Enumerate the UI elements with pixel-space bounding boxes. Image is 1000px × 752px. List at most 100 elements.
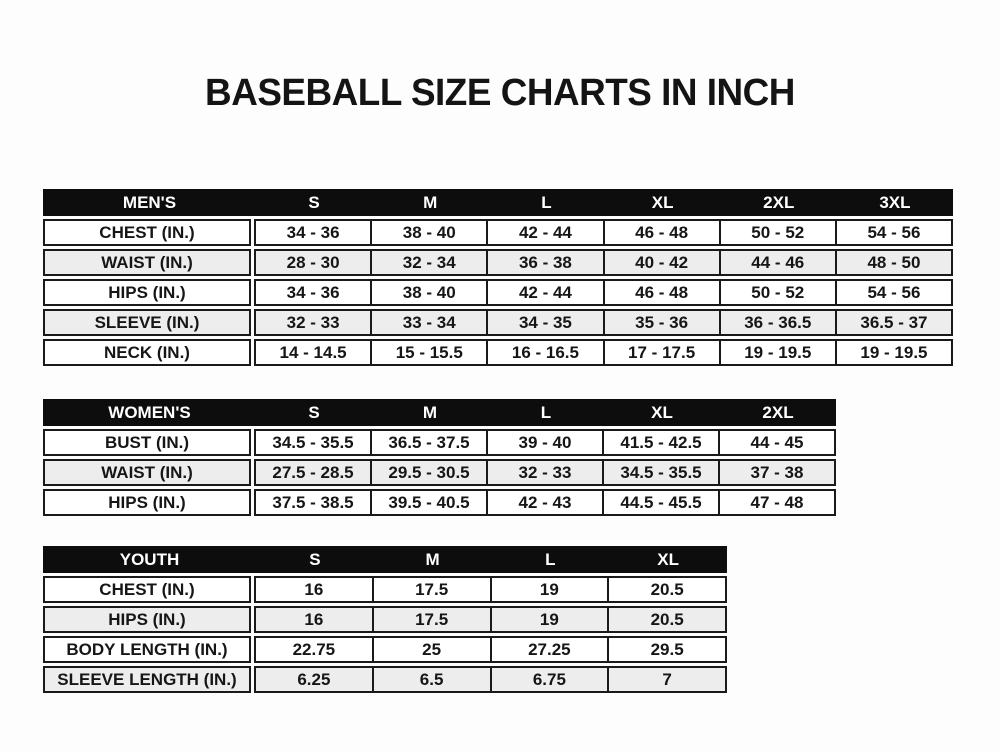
cell-value: 15 - 15.5 [370,341,486,364]
cell-value: 38 - 40 [370,281,486,304]
row-label: BODY LENGTH (IN.) [43,636,251,663]
mens-table-group-label: MEN'S [122,192,177,212]
table-row-hips: HIPS (IN.) 16 17.5 19 20.5 [43,606,727,633]
cell-value: 46 - 48 [602,221,719,244]
cell-value: 29.5 [607,638,725,661]
column-header-2xl: 2XL [762,402,794,422]
cell-value: 28 - 30 [286,252,340,272]
column-header-xl: XL [657,549,679,569]
table-row-bust: BUST (IN.) 34.5 - 35.5 36.5 - 37.5 39 - … [43,429,836,456]
cell-value: 54 - 56 [834,221,951,244]
page-title: BASEBALL SIZE CHARTS IN INCH [205,72,795,114]
row-values: 34 - 36 38 - 40 42 - 44 46 - 48 50 - 52 … [254,279,953,306]
column-header-s: S [309,549,321,569]
cell-value: 42 - 43 [486,491,602,514]
table-row-body-length: BODY LENGTH (IN.) 22.75 25 27.25 29.5 [43,636,727,663]
cell-value: 44 - 45 [718,431,834,454]
column-header-s: S [308,192,320,212]
cell-value: 27.5 - 28.5 [272,462,354,482]
cell-value: 36 - 36.5 [718,311,835,334]
column-header-l: L [545,549,556,569]
cell-value: 50 - 52 [718,281,835,304]
column-header-2xl: 2XL [763,192,795,212]
column-header-m: M [425,549,440,569]
table-row-neck: NECK (IN.) 14 - 14.5 15 - 15.5 16 - 16.5… [43,339,953,366]
table-row-sleeve-length: SLEEVE LENGTH (IN.) 6.25 6.5 6.75 7 [43,666,727,693]
row-values: 27.5 - 28.5 29.5 - 30.5 32 - 33 34.5 - 3… [254,459,836,486]
mens-size-table: MEN'S S M L XL 2XL 3XL CHEST (IN.) 34 - … [43,189,953,366]
table-row-hips: HIPS (IN.) 37.5 - 38.5 39.5 - 40.5 42 - … [43,489,836,516]
cell-value: 37.5 - 38.5 [272,492,354,512]
row-label: CHEST (IN.) [43,219,251,246]
cell-value: 39 - 40 [486,431,602,454]
cell-value: 6.25 [297,669,331,689]
youth-table-group-label: YOUTH [119,549,180,569]
column-header-3xl: 3XL [879,192,911,212]
table-row-hips: HIPS (IN.) 34 - 36 38 - 40 42 - 44 46 - … [43,279,953,306]
cell-value: 38 - 40 [370,221,486,244]
cell-value: 42 - 44 [486,221,602,244]
cell-value: 33 - 34 [370,311,486,334]
cell-value: 16 [304,579,324,599]
column-header-l: L [541,192,552,212]
cell-value: 29.5 - 30.5 [370,461,486,484]
cell-value: 17 - 17.5 [602,341,719,364]
cell-value: 36 - 38 [486,251,602,274]
cell-value: 27.25 [489,638,608,661]
row-values: 32 - 33 33 - 34 34 - 35 35 - 36 36 - 36.… [254,309,953,336]
cell-value: 32 - 33 [286,312,340,332]
table-row-chest: CHEST (IN.) 16 17.5 19 20.5 [43,576,727,603]
cell-value: 54 - 56 [834,281,951,304]
row-label: SLEEVE LENGTH (IN.) [43,666,251,693]
cell-value: 16 - 16.5 [486,341,602,364]
row-values: 34.5 - 35.5 36.5 - 37.5 39 - 40 41.5 - 4… [254,429,836,456]
cell-value: 41.5 - 42.5 [602,431,718,454]
cell-value: 34 - 36 [286,222,340,242]
cell-value: 19 [489,608,608,631]
row-values: 28 - 30 32 - 34 36 - 38 40 - 42 44 - 46 … [254,249,953,276]
youth-table-header-row: YOUTH S M L XL [43,546,727,573]
row-label: CHEST (IN.) [43,576,251,603]
row-label: HIPS (IN.) [43,606,251,633]
row-label: HIPS (IN.) [43,489,251,516]
cell-value: 20.5 [607,608,725,631]
column-header-m: M [422,402,438,422]
cell-value: 17.5 [371,608,490,631]
row-label: NECK (IN.) [43,339,251,366]
table-row-sleeve: SLEEVE (IN.) 32 - 33 33 - 34 34 - 35 35 … [43,309,953,336]
column-header-s: S [308,402,320,422]
cell-value: 32 - 34 [370,251,486,274]
column-header-l: L [540,402,552,422]
cell-value: 32 - 33 [486,461,602,484]
cell-value: 48 - 50 [834,251,951,274]
cell-value: 17.5 [371,578,490,601]
cell-value: 44 - 46 [718,251,835,274]
cell-value: 35 - 36 [602,311,719,334]
cell-value: 19 - 19.5 [834,341,951,364]
table-row-waist: WAIST (IN.) 27.5 - 28.5 29.5 - 30.5 32 -… [43,459,836,486]
row-label: WAIST (IN.) [43,249,251,276]
cell-value: 22.75 [292,639,336,659]
row-label: HIPS (IN.) [43,279,251,306]
row-values: 16 17.5 19 20.5 [254,576,727,603]
cell-value: 50 - 52 [718,221,835,244]
row-label: BUST (IN.) [43,429,251,456]
cell-value: 25 [371,638,490,661]
cell-value: 34.5 - 35.5 [602,461,718,484]
column-header-xl: XL [651,192,674,212]
cell-value: 34 - 35 [486,311,602,334]
womens-table-group-label: WOMEN'S [108,402,191,422]
cell-value: 40 - 42 [602,251,719,274]
row-values: 16 17.5 19 20.5 [254,606,727,633]
youth-size-table: YOUTH S M L XL CHEST (IN.) 16 17.5 19 20… [43,546,727,693]
table-row-chest: CHEST (IN.) 34 - 36 38 - 40 42 - 44 46 -… [43,219,953,246]
row-values: 14 - 14.5 15 - 15.5 16 - 16.5 17 - 17.5 … [254,339,953,366]
table-row-waist: WAIST (IN.) 28 - 30 32 - 34 36 - 38 40 -… [43,249,953,276]
cell-value: 44.5 - 45.5 [602,491,718,514]
cell-value: 6.5 [371,668,490,691]
cell-value: 47 - 48 [718,491,834,514]
cell-value: 39.5 - 40.5 [370,491,486,514]
cell-value: 19 [489,578,608,601]
womens-size-table: WOMEN'S S M L XL 2XL BUST (IN.) 34.5 - 3… [43,399,836,516]
cell-value: 14 - 14.5 [279,342,347,362]
